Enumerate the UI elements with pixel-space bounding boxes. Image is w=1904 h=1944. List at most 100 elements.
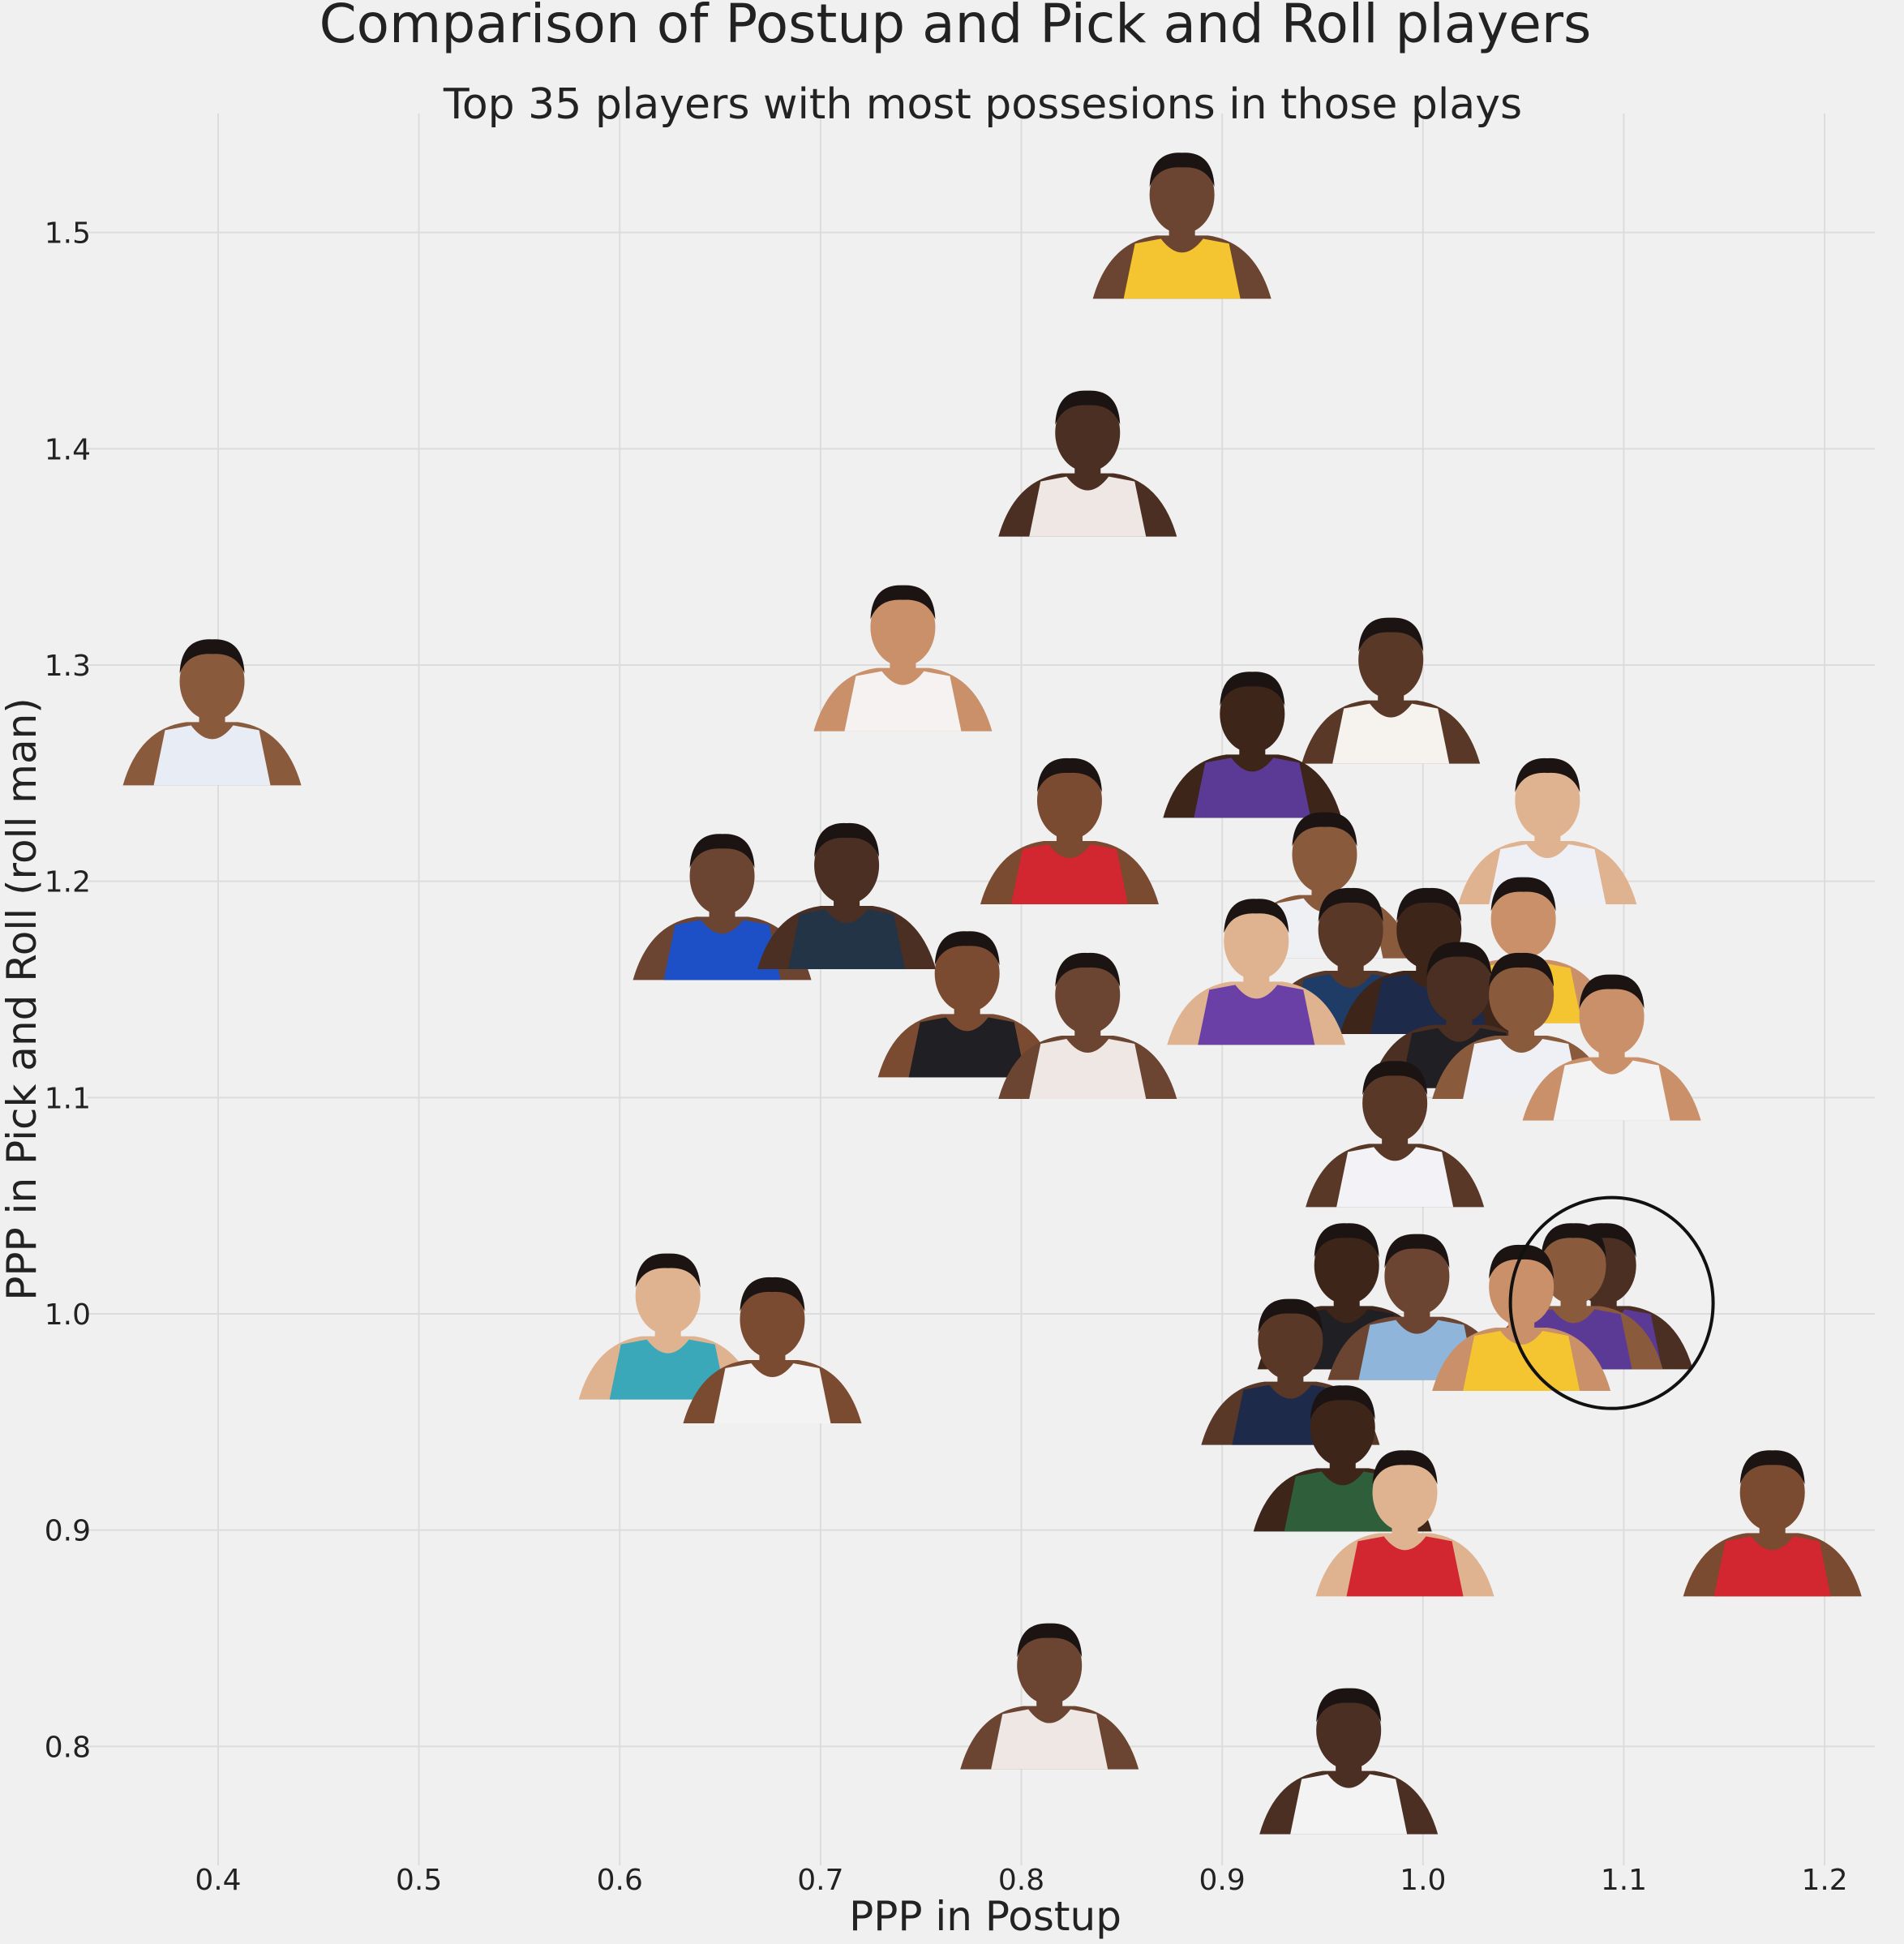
player-jersey (1332, 703, 1450, 764)
player-head (179, 642, 245, 721)
player-marker (1163, 672, 1342, 818)
player-marker (1253, 1385, 1432, 1532)
player-jersey (153, 725, 271, 786)
player-jersey (1123, 238, 1241, 299)
player-head (1384, 1237, 1450, 1315)
chart-subtitle: Top 35 players with most possesions in t… (443, 80, 1522, 129)
player-marker (1683, 1450, 1862, 1597)
player-jersey (1029, 1039, 1147, 1099)
player-head (934, 934, 1000, 1013)
player-head (1490, 880, 1556, 959)
player-jersey (1290, 1774, 1408, 1835)
player-hair (1515, 757, 1580, 792)
y-tick-label: 1.0 (45, 1298, 91, 1332)
player-head (1426, 945, 1492, 1023)
x-tick-label: 0.5 (396, 1864, 442, 1897)
chart-title: Comparison of Postup and Pick and Roll p… (319, 0, 1592, 55)
player-hair (1149, 152, 1215, 187)
player-jersey (609, 1339, 727, 1400)
player-marker (1167, 899, 1346, 1045)
player-hair (179, 639, 245, 674)
y-tick-label: 0.9 (45, 1515, 91, 1548)
player-jersey (1463, 1331, 1580, 1391)
player-marker (757, 822, 937, 969)
player-marker (980, 757, 1159, 904)
player-head (1579, 977, 1645, 1056)
player-jersey (663, 920, 781, 981)
player-hair (814, 822, 880, 857)
player-hair (1314, 1223, 1379, 1258)
x-tick-label: 0.4 (195, 1864, 241, 1897)
player-jersey (1010, 844, 1128, 904)
player-hair (1489, 1244, 1555, 1279)
player-head (1372, 1453, 1438, 1532)
player-marker (998, 952, 1177, 1099)
player-hair (1318, 887, 1383, 922)
player-hair (1362, 1061, 1428, 1096)
player-hair (1220, 672, 1285, 706)
player-jersey (1029, 476, 1147, 537)
x-tick-label: 1.2 (1801, 1864, 1847, 1897)
x-tick-label: 1.0 (1400, 1864, 1446, 1897)
player-hair (1258, 1298, 1323, 1333)
player-jersey (1198, 985, 1315, 1045)
player-head (1318, 891, 1383, 969)
player-head (740, 1281, 805, 1358)
x-tick-label: 0.8 (998, 1864, 1044, 1897)
x-tick-label: 0.6 (597, 1864, 643, 1897)
player-hair (1036, 757, 1102, 792)
player-hair (740, 1277, 805, 1311)
player-head (1739, 1453, 1805, 1532)
player-jersey (844, 671, 962, 732)
player-hair (1292, 812, 1357, 847)
y-tick-label: 1.5 (45, 217, 91, 251)
player-head (814, 826, 880, 904)
player-marker (1301, 617, 1481, 764)
player-marker (578, 1253, 757, 1400)
player-hair (1396, 887, 1462, 922)
player-marker (960, 1623, 1139, 1770)
player-marker (1522, 974, 1701, 1121)
y-tick-label: 1.3 (45, 650, 91, 683)
y-tick-label: 1.2 (45, 866, 91, 899)
y-tick-label: 1.1 (45, 1082, 91, 1115)
player-head (1224, 902, 1289, 981)
player-jersey (714, 1363, 831, 1423)
player-head (1149, 156, 1215, 234)
player-hair (1224, 899, 1289, 933)
player-head (689, 837, 755, 916)
annotations (1508, 1195, 1715, 1410)
player-hair (934, 931, 1000, 966)
player-hair (1316, 1688, 1382, 1723)
x-tick-label: 0.7 (797, 1864, 843, 1897)
player-jersey (1713, 1536, 1831, 1597)
player-head (1362, 1064, 1428, 1143)
player-head (1036, 762, 1102, 839)
player-head (870, 588, 936, 667)
player-head (635, 1256, 701, 1335)
y-axis-label: PPP in Pick and Roll (roll man) (0, 697, 45, 1301)
player-hair (1490, 877, 1556, 912)
highlight-circle (1508, 1195, 1715, 1410)
player-head (1489, 956, 1555, 1034)
player-head (1220, 675, 1285, 753)
player-jersey (1194, 757, 1311, 818)
player-marker (877, 931, 1057, 1078)
player-hair (1055, 952, 1121, 987)
player-hair (870, 585, 936, 620)
x-axis-label: PPP in Postup (849, 1893, 1121, 1940)
player-head (1055, 393, 1121, 472)
player-hair (689, 834, 755, 869)
player-marker (1315, 1450, 1494, 1597)
player-marker (1432, 1244, 1611, 1391)
player-hair (1055, 390, 1121, 425)
player-marker (813, 585, 993, 732)
player-jersey (788, 909, 906, 969)
player-hair (1541, 1223, 1606, 1258)
player-hair (1358, 617, 1424, 652)
player-hair (1384, 1234, 1450, 1268)
player-jersey (991, 1709, 1109, 1770)
player-jersey (1336, 1147, 1454, 1208)
player-hair (635, 1253, 701, 1288)
